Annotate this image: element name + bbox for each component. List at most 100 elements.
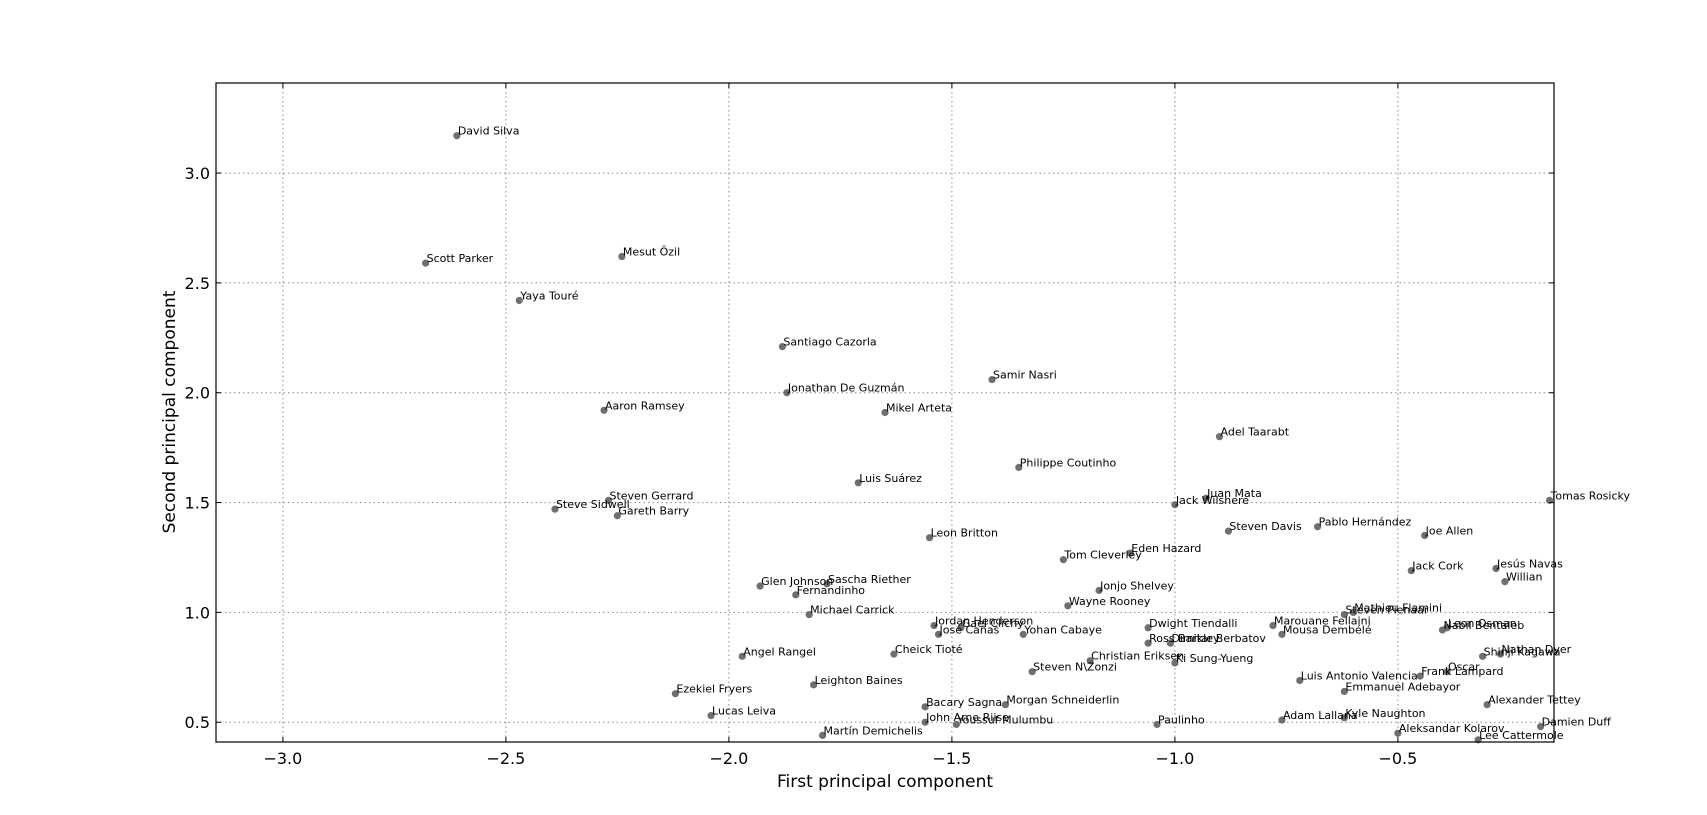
data-point xyxy=(551,505,559,513)
y-tick-label: 3.0 xyxy=(185,164,210,183)
data-point xyxy=(1064,602,1072,610)
point-labels: David Silva Scott Parker Mesut Özil Yaya To… xyxy=(427,125,1631,742)
data-point xyxy=(1028,668,1036,676)
data-point xyxy=(1171,659,1179,667)
data-point xyxy=(600,406,608,414)
data-point xyxy=(1340,687,1348,696)
data-point xyxy=(921,703,929,711)
data-point xyxy=(854,479,862,487)
point-label: Ki Sung-Yueng xyxy=(1176,652,1254,665)
point-label: Marouane Fellaini xyxy=(1274,615,1371,628)
point-label: Jordan Henderson xyxy=(934,615,1033,628)
data-point xyxy=(1215,433,1224,441)
point-label: Adel Taarabt xyxy=(1221,426,1290,439)
point-label: Dimitar Berbatov xyxy=(1171,632,1266,645)
point-label: Jesús Navas xyxy=(1496,557,1563,570)
data-point xyxy=(926,534,934,542)
x-tick-label: −1.5 xyxy=(932,749,971,768)
plot-frame xyxy=(215,82,1555,743)
data-point xyxy=(1126,549,1134,557)
point-label: Leon Britton xyxy=(931,527,998,540)
data-point xyxy=(792,591,800,599)
point-label: Paulinho xyxy=(1158,713,1205,726)
data-point xyxy=(756,582,764,590)
data-point xyxy=(952,720,960,729)
data-point xyxy=(1349,608,1357,616)
point-label: Adam Lallana xyxy=(1283,709,1358,722)
data-point xyxy=(1166,639,1175,647)
point-label: Angel Rangel xyxy=(743,645,816,658)
data-point xyxy=(1314,523,1322,531)
point-label: Yaya Touré xyxy=(519,289,579,302)
data-point xyxy=(1407,567,1415,575)
point-label: Mesut Özil xyxy=(623,246,680,259)
data-point xyxy=(1296,676,1304,685)
point-label: Philippe Coutinho xyxy=(1020,456,1117,469)
data-point xyxy=(1443,624,1451,632)
data-point xyxy=(1340,610,1348,619)
point-label: Yohan Cabaye xyxy=(1023,623,1102,636)
data-point xyxy=(604,496,613,504)
data-point xyxy=(1479,652,1487,660)
data-point xyxy=(671,690,679,698)
data-point xyxy=(934,630,943,638)
point-label: Ross Barkley xyxy=(1149,632,1220,645)
data-point xyxy=(881,408,889,417)
x-axis-label: First principal component xyxy=(777,772,993,792)
point-label: Damien Duff xyxy=(1542,716,1612,729)
data-point xyxy=(1416,672,1424,680)
data-point xyxy=(1269,621,1277,630)
point-label: Cheick Tioté xyxy=(895,643,963,656)
point-label: Luis Antonio Valencia xyxy=(1301,669,1418,682)
data-point xyxy=(921,718,929,726)
data-point xyxy=(1144,639,1152,647)
point-label: Mathieu Flamini xyxy=(1354,601,1442,614)
data-point xyxy=(1537,723,1545,731)
point-label: Lee Cattermole xyxy=(1479,729,1564,742)
point-label: Gareth Barry xyxy=(618,505,689,518)
point-label: Leon Osman xyxy=(1448,617,1517,630)
point-label: Tomas Rosicky xyxy=(1550,489,1631,502)
point-label: Fernandinho xyxy=(797,584,865,597)
point-label: Mikel Arteta xyxy=(886,402,952,415)
grid-lines xyxy=(216,83,1554,742)
data-point xyxy=(1202,494,1210,502)
point-label: Steven Pienaar xyxy=(1345,604,1428,617)
y-tick-label: 1.0 xyxy=(185,603,210,622)
point-label: Jack Cork xyxy=(1411,560,1464,573)
point-label: Dwight Tiendalli xyxy=(1149,617,1237,630)
point-label: Youssuf Mulumbu xyxy=(956,713,1053,726)
y-axis-ticks: 0.5 1.0 1.5 2.0 2.5 3.0 xyxy=(185,164,1554,732)
data-point xyxy=(988,375,996,384)
point-label: David Silva xyxy=(458,125,520,138)
data-point xyxy=(1483,701,1491,709)
point-label: Ezekiel Fryers xyxy=(676,683,752,696)
point-label: Lucas Leiva xyxy=(712,705,776,718)
point-label: Jonathan De Guzmán xyxy=(787,382,905,395)
point-label: Eden Hazard xyxy=(1131,542,1201,555)
data-point xyxy=(1278,630,1286,638)
data-point xyxy=(613,512,622,520)
point-label: Emmanuel Adebayor xyxy=(1345,680,1460,693)
point-label: Jack Wilshere xyxy=(1175,494,1249,507)
data-point xyxy=(1501,578,1509,586)
y-tick-label: 0.5 xyxy=(185,713,210,732)
point-label: Shinji Kagawa xyxy=(1484,645,1561,658)
data-point xyxy=(1421,531,1429,540)
point-label: Aaron Ramsey xyxy=(605,399,685,412)
point-label: Pablo Hernández xyxy=(1319,516,1412,529)
data-point xyxy=(805,610,813,619)
data-point xyxy=(1278,716,1286,724)
point-label: Joe Allen xyxy=(1425,525,1474,538)
data-point xyxy=(1340,714,1348,722)
data-point xyxy=(1059,556,1067,564)
point-label: Sascha Riether xyxy=(828,573,911,586)
data-point xyxy=(957,624,965,632)
data-point xyxy=(1086,657,1094,665)
point-label: Steven Davis xyxy=(1229,520,1302,533)
point-label: Bacary Sagna xyxy=(926,696,1002,709)
point-label: Steven N\Zonzi xyxy=(1033,661,1117,674)
point-label: Juan Mata xyxy=(1206,487,1262,500)
point-label: Wayne Rooney xyxy=(1069,595,1151,608)
